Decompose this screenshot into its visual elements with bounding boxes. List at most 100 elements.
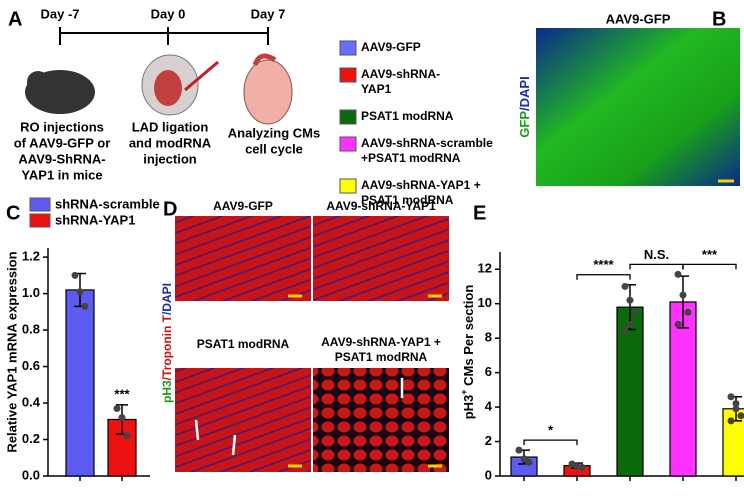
label: +PSAT1 modRNA [361,151,461,165]
y-label: pH3+ CMs Per section [459,285,476,420]
timeline-illustration [25,27,293,125]
tissue-image [175,216,311,301]
label: C [6,202,20,224]
gfp-image [536,28,740,186]
legend-swatch [29,213,51,228]
label: E [473,202,486,224]
data-point [727,393,735,401]
significance-bracket [576,274,631,280]
data-point [81,302,89,310]
data-point [525,458,533,466]
label: and modRNA [129,135,212,150]
y-tick-label: 8 [485,330,492,345]
y-tick-label: 10 [478,295,492,310]
y-tick-label: 6 [485,364,492,379]
tissue-image [313,368,449,472]
y-label: GFP/DAPI [517,76,532,137]
label: AAV9-shRNA-YAP1 + [321,335,441,349]
label: RO injections [20,119,104,134]
label: PSAT1 modRNA [361,109,454,123]
significance: * [548,423,554,438]
data-point [621,327,629,335]
data-point [674,320,682,328]
significance-bracket [523,439,578,446]
significance: N.S. [644,247,669,262]
data-point [737,412,744,420]
significance: *** [702,247,718,262]
label: D [163,198,177,220]
legend-swatch [339,67,357,83]
data-point [732,400,740,408]
label: AAV9-GFP [361,40,421,54]
data-point [679,291,687,299]
legend-swatch [339,40,357,56]
arrows [194,378,404,456]
tissue-image [313,216,449,301]
data-point [626,296,634,304]
data-point [727,417,735,425]
data-point [76,288,84,296]
label: PSAT1 modRNA [335,350,428,364]
y-tick-label: 0.8 [22,322,40,337]
y-label: Relative YAP1 mRNA expression [4,251,19,452]
data-point [578,463,586,471]
label: YAP1 [361,82,392,96]
y-tick-label: 12 [478,261,492,276]
label: PSAT1 modRNA [361,193,454,207]
data-point [732,405,740,413]
tissue-image [175,368,311,472]
y-tick-label: 2 [485,433,492,448]
data-point [123,432,131,440]
legend-swatch [339,109,357,125]
label: Analyzing CMs [228,125,320,140]
y-label-part: pH3 [160,380,174,403]
label: AAV9-shRNA- [361,67,440,81]
label: LAD ligation [132,119,209,134]
label: AAV9-GFP [606,11,671,26]
y-tick-label: 4 [485,399,493,414]
significance: *** [114,386,130,401]
y-label-part: /DAPI [517,76,532,111]
label: YAP1 in mice [21,167,102,182]
data-point [684,308,692,316]
label: PSAT1 modRNA [197,337,290,351]
y-tick-label: 0 [485,467,492,482]
label: AAV9-ShRNA- [18,151,105,166]
label: Day -7 [40,6,79,21]
significance-bracket [629,263,684,270]
legend-label: shRNA-YAP1 [55,212,135,227]
data-point [626,320,634,328]
legend-swatch [29,197,51,212]
data-point [631,308,639,316]
legend-label: shRNA-scramble [55,196,160,211]
label: AAV9-shRNA-YAP1 [326,199,436,213]
label: Day 0 [151,6,186,21]
y-label-part: /DAPI [160,283,174,315]
label: AAV9-shRNA-scramble [361,136,493,150]
y-tick-label: 0.2 [22,431,40,446]
y-label-part: + [459,389,469,394]
y-tick-label: 0.0 [22,467,40,482]
label: cell cycle [245,141,303,156]
significance-bracket [682,263,737,270]
data-point [520,455,528,463]
bar [669,301,697,477]
bar [65,289,95,477]
y-tick-label: 0.6 [22,358,40,373]
data-point [515,446,523,454]
data-point [621,282,629,290]
data-point [71,271,79,279]
data-point [674,270,682,278]
scale-bars [288,294,442,468]
label: AAV9-GFP [213,199,273,213]
legend-swatch [339,178,357,194]
y-label: pH3/Troponin T/DAPI [160,283,174,403]
label: A [8,8,22,30]
legend-swatch [339,136,357,152]
y-tick-label: 1.0 [22,285,40,300]
label: AAV9-shRNA-YAP1 + [361,178,481,192]
y-tick-label: 1.2 [22,249,40,264]
data-point [118,414,126,422]
significance: **** [593,257,614,272]
